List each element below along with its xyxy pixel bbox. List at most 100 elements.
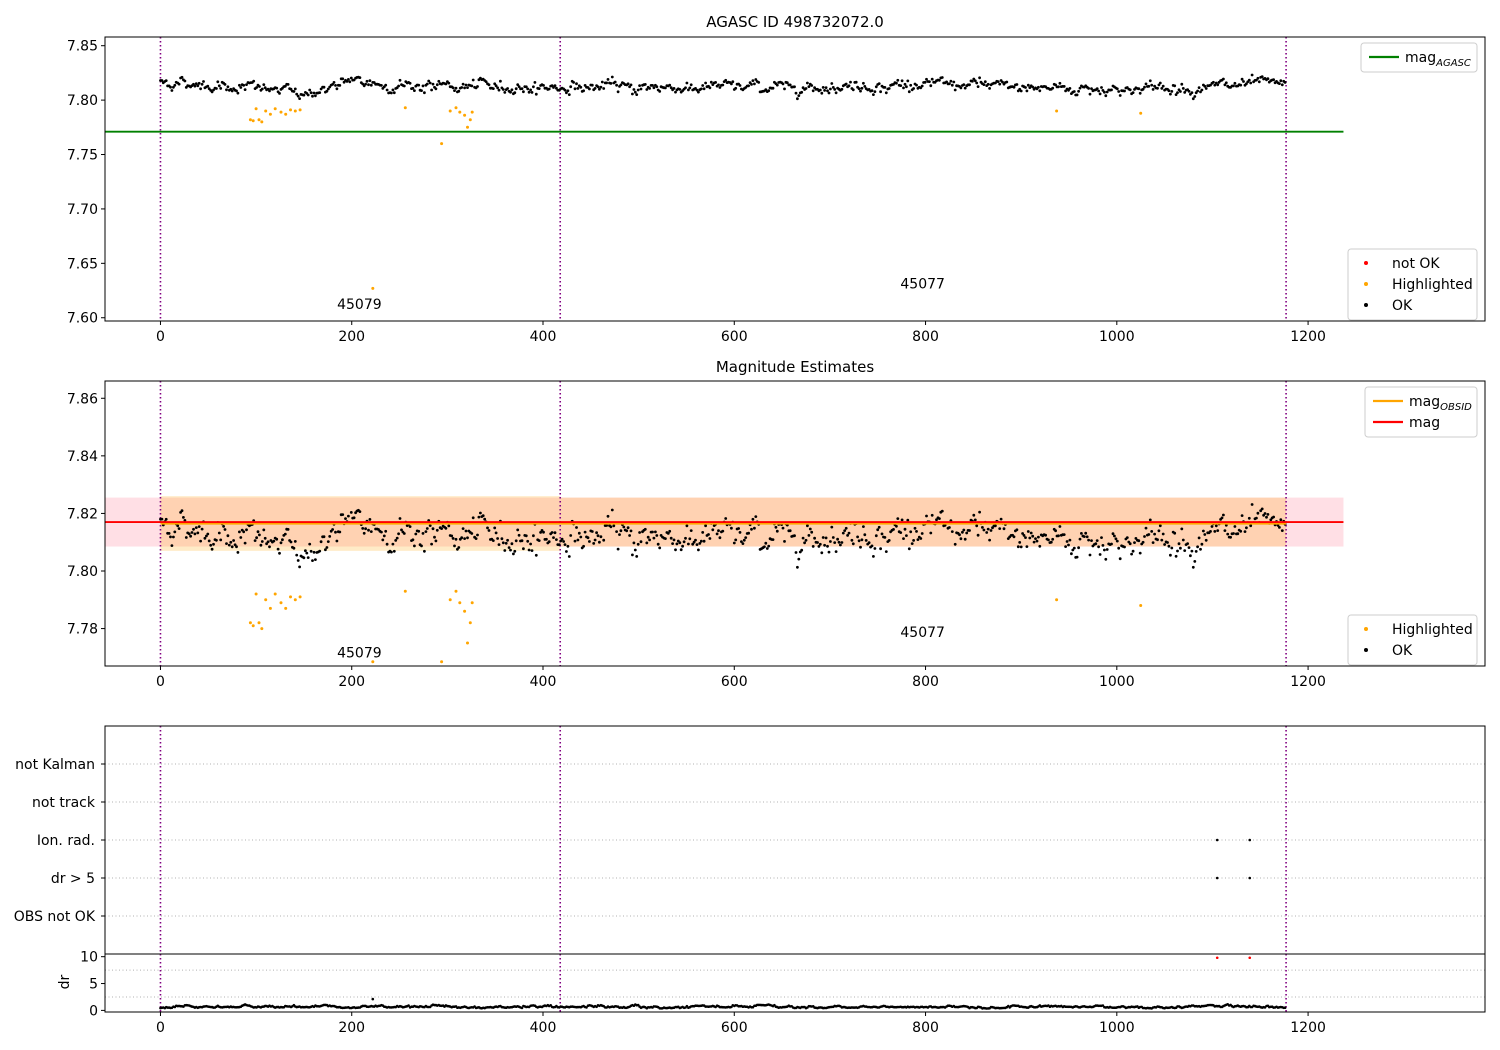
- p1-highlighted-point: [470, 110, 474, 114]
- p1-ok-point: [968, 83, 971, 87]
- p2-ok-point: [1049, 540, 1053, 544]
- p1-ok-point: [1087, 87, 1090, 90]
- p1-ok-point: [1144, 82, 1148, 86]
- p2-ok-point: [961, 530, 964, 534]
- p2-ok-point: [169, 535, 172, 539]
- p2-ok-point: [1054, 529, 1057, 533]
- p1-ok-point: [569, 85, 573, 89]
- p1-ok-point: [534, 92, 538, 96]
- p1-ok-point: [854, 80, 858, 84]
- p1-ok-point: [430, 88, 433, 92]
- p1-ok-point: [293, 87, 297, 91]
- p2-ok-point: [1058, 525, 1062, 528]
- p2-ok-point: [879, 547, 882, 551]
- p2-ok-point: [816, 541, 819, 544]
- p4-xtick-label: 0: [156, 1020, 165, 1036]
- p1-ok-point: [566, 89, 570, 93]
- p2-ok-point: [567, 555, 571, 558]
- p2-ok-point: [328, 535, 332, 538]
- p2-ok-point: [1113, 534, 1116, 538]
- p1-ok-point: [553, 84, 557, 87]
- p2-ok-point: [616, 547, 620, 551]
- p1-ok-point: [398, 78, 402, 82]
- p2-ok-point: [618, 533, 621, 536]
- p1-ok-point: [491, 87, 495, 90]
- p2-ok-point: [1176, 549, 1179, 553]
- p4-dr-outlier-point: [371, 997, 375, 1001]
- p1-ok-point: [1280, 83, 1284, 87]
- p1-ok-point: [1097, 89, 1100, 93]
- p2-ok-point: [860, 538, 864, 542]
- p2-xtick-label: 600: [721, 674, 748, 690]
- p2-ok-point: [1177, 542, 1181, 546]
- p2-ok-point: [948, 526, 951, 529]
- p2-ok-point: [1196, 545, 1199, 549]
- p2-ok-point: [206, 532, 210, 536]
- p1-ok-point: [596, 85, 600, 89]
- p2-highlighted-point: [264, 598, 268, 602]
- p2-ok-point: [708, 537, 712, 540]
- p2-ok-point: [275, 537, 279, 541]
- p2-ok-point: [461, 527, 465, 530]
- p1-ok-point: [1272, 78, 1275, 82]
- p1-ok-point: [895, 81, 898, 85]
- p2-ok-point: [423, 549, 426, 553]
- p2-ok-point: [804, 538, 808, 542]
- p1-ytick-label: 7.80: [67, 93, 98, 109]
- p1-ok-point: [417, 83, 421, 87]
- p2-ok-point: [788, 529, 792, 533]
- p2-ok-point: [183, 519, 187, 522]
- p1-ok-point: [1057, 85, 1060, 89]
- p2-ok-point: [263, 536, 267, 540]
- p1-ok-point: [235, 89, 238, 93]
- p1-bottom-legend-dot-swatch: [1364, 261, 1368, 265]
- p2-ok-point: [1090, 539, 1093, 542]
- p2-ok-point: [744, 536, 748, 539]
- p1-ok-point: [687, 88, 690, 92]
- p1-ok-point: [757, 81, 761, 84]
- p4-xtick-label: 1200: [1290, 1020, 1326, 1036]
- p2-ok-point: [843, 529, 847, 532]
- p1-ok-point: [771, 86, 775, 90]
- p2-ok-point: [963, 537, 967, 541]
- p1-ok-point: [172, 85, 175, 89]
- p1-ok-point: [484, 80, 488, 83]
- p1-ok-point: [517, 85, 521, 88]
- p2-ok-point: [338, 530, 342, 534]
- p2-ok-point: [173, 530, 177, 534]
- p1-ok-point: [1090, 87, 1093, 90]
- p2-ok-point: [870, 544, 874, 548]
- p2-ok-point: [302, 556, 306, 560]
- p2-ok-point: [975, 524, 979, 528]
- p2-ok-point: [529, 542, 532, 546]
- p1-ok-point: [217, 84, 221, 88]
- p2-ok-point: [1160, 538, 1164, 542]
- p2-ok-point: [824, 536, 828, 540]
- p2-top-legend-label: magOBSID: [1409, 394, 1472, 413]
- p1-ok-point: [447, 81, 451, 85]
- p2-ok-point: [724, 517, 728, 520]
- p1-ok-point: [651, 84, 654, 87]
- p1-ok-point: [368, 79, 372, 82]
- p2-ok-point: [593, 538, 597, 542]
- p1-ok-point: [457, 89, 461, 93]
- p2-ok-point: [633, 548, 637, 552]
- p1-ok-point: [718, 86, 722, 89]
- p2-highlighted-point: [260, 627, 264, 631]
- p2-ok-point: [846, 534, 849, 537]
- p1-ok-point: [160, 79, 164, 82]
- p2-ok-point: [486, 526, 489, 530]
- p1-ok-point: [170, 89, 174, 92]
- p2-ok-point: [1095, 539, 1099, 542]
- p2-ok-point: [592, 542, 596, 545]
- p1-ok-point: [1191, 97, 1195, 101]
- p2-ok-point: [413, 544, 416, 548]
- p2-ok-point: [395, 536, 399, 540]
- p3-flag-point: [1248, 876, 1252, 880]
- p1-top-legend-label-text: mag: [1405, 50, 1436, 66]
- p1-frame: [104, 36, 1486, 322]
- p1-ok-point: [245, 83, 248, 86]
- p2-ok-point: [800, 548, 804, 552]
- p2-ytick-label: 7.80: [67, 564, 98, 580]
- p2-ok-point: [278, 551, 281, 555]
